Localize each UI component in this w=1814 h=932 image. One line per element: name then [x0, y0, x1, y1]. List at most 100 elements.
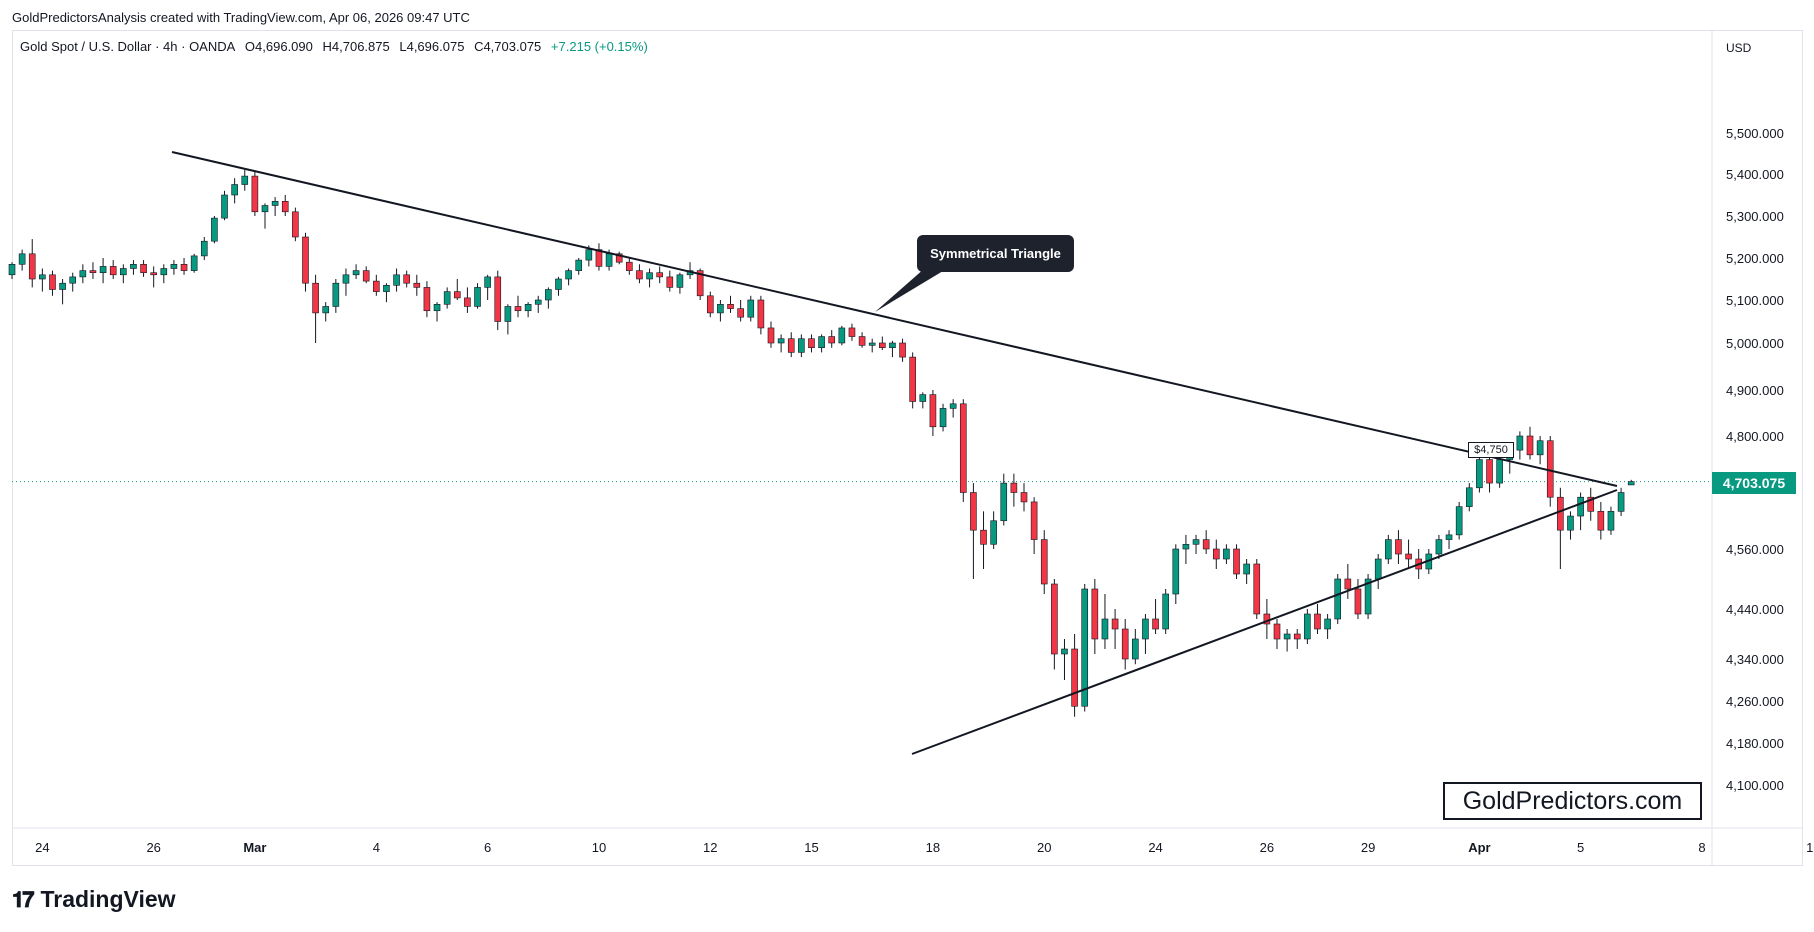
candle-body [484, 276, 491, 288]
candle-body [1597, 511, 1605, 531]
y-tick-label: 4,180.000 [1726, 736, 1784, 751]
candle-body [1557, 496, 1564, 531]
x-tick-label: 10 [592, 840, 606, 855]
candle-body [1121, 628, 1129, 660]
candle-body [777, 338, 785, 344]
candle-body [504, 306, 512, 322]
candle-body [1496, 459, 1503, 484]
candle-body [322, 306, 330, 314]
pattern-callout[interactable]: Symmetrical Triangle [917, 235, 1074, 272]
candle-body [1142, 618, 1149, 640]
candle-body [1516, 435, 1524, 451]
x-tick-label: 24 [1148, 840, 1162, 855]
candle-body [636, 270, 643, 280]
candle-body [1536, 440, 1544, 456]
candle-body [1465, 487, 1473, 507]
candle-body [889, 342, 896, 348]
candle-body [727, 303, 734, 309]
candle-body [494, 276, 502, 322]
ohlc-close: C4,703.075 [474, 39, 542, 54]
candle-body [1324, 618, 1331, 630]
x-tick-label: 18 [926, 840, 940, 855]
candle-body [443, 291, 451, 305]
y-tick-label: 5,000.000 [1726, 336, 1784, 351]
y-tick-label: 5,500.000 [1726, 126, 1784, 141]
x-tick-label: 26 [1260, 840, 1274, 855]
candle-body [1546, 440, 1554, 498]
tradingview-brand: TradingView [40, 886, 176, 912]
candle-body [1233, 548, 1240, 575]
candle-body [464, 297, 471, 307]
candle-body [858, 336, 866, 346]
candle-body [160, 268, 168, 276]
y-tick-label: 5,400.000 [1726, 167, 1784, 182]
candle-body [1455, 506, 1463, 536]
x-tick-label: 12 [703, 840, 717, 855]
ohlc-high: H4,706.875 [322, 39, 390, 54]
candle-body [1354, 588, 1362, 615]
candle-body [271, 201, 279, 206]
x-tick-label: 10 [1806, 840, 1814, 855]
lower-trendline [911, 489, 1618, 755]
candle-body [1627, 481, 1635, 486]
candle-body [990, 520, 997, 545]
x-tick-label: 8 [1698, 840, 1705, 855]
tradingview-footer[interactable]: 𝟏𝟕 TradingView [12, 886, 176, 913]
candle-body [1101, 618, 1109, 640]
candle-body [1617, 492, 1625, 512]
y-tick-label: 4,100.000 [1726, 778, 1784, 793]
candle-body [120, 268, 127, 276]
candle-body [1283, 633, 1291, 640]
candle-body [1304, 613, 1311, 640]
x-tick-label: 20 [1037, 840, 1051, 855]
candle-body [140, 263, 147, 273]
currency-label[interactable]: USD [1726, 41, 1752, 55]
candle-body [1162, 593, 1169, 630]
candle-body [1111, 618, 1119, 630]
candle-body [646, 272, 653, 280]
tradingview-logo-icon: 𝟏𝟕 [12, 886, 35, 912]
candle-body [879, 342, 886, 348]
candle-body [808, 338, 815, 349]
candle-body [109, 266, 117, 276]
chart-frame [12, 30, 1803, 866]
candle-body [8, 263, 16, 276]
candle-body [59, 282, 66, 290]
candle-body [1182, 543, 1190, 550]
candle-body [666, 276, 674, 288]
candle-body [312, 282, 319, 314]
candle-body [1192, 539, 1200, 545]
candle-body [848, 327, 856, 337]
candle-body [929, 394, 937, 428]
candle-body [342, 274, 350, 284]
candle-body [79, 270, 87, 278]
candle-body [1526, 435, 1534, 456]
candle-body [413, 282, 421, 288]
candle-body [1152, 618, 1159, 630]
candle-body [69, 276, 77, 284]
watermark-logo: GoldPredictors.com [1443, 782, 1702, 820]
callout-pointer [875, 268, 948, 312]
x-tick-label: Mar [243, 840, 266, 855]
symbol-name[interactable]: Gold Spot / U.S. Dollar · 4h · OANDA [20, 39, 236, 54]
candle-body [737, 308, 744, 318]
candle-body [939, 408, 947, 428]
candle-body [1243, 563, 1250, 575]
candle-body [1253, 563, 1261, 615]
candle-body [1405, 553, 1412, 560]
candle-body [1486, 459, 1493, 484]
y-tick-label: 5,100.000 [1726, 293, 1784, 308]
candle-body [211, 217, 218, 242]
candle-body [575, 259, 583, 271]
target-price-label[interactable]: $4,750 [1468, 442, 1514, 458]
candle-body [514, 306, 522, 312]
candle-body [757, 299, 765, 329]
candle-body [18, 253, 26, 265]
candle-body [423, 287, 431, 312]
last-price-tag-bg [1712, 472, 1796, 494]
candle-body [524, 303, 532, 312]
candle-body [1061, 648, 1068, 655]
candle-body [909, 356, 916, 402]
candle-body [1364, 578, 1372, 615]
